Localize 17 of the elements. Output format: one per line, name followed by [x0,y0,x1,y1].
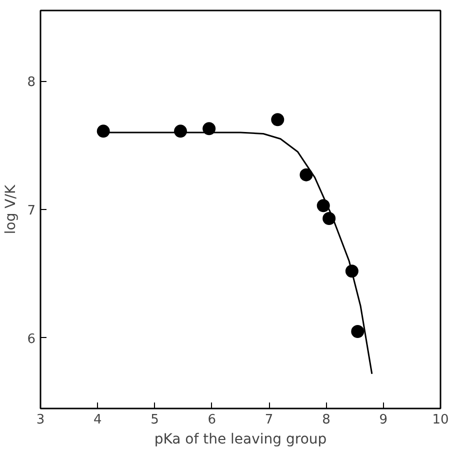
x-tick-label: 4 [94,412,102,428]
point [300,168,313,182]
y-tick-label: 7 [27,204,36,218]
point [96,124,110,138]
point [351,324,364,338]
y-tick-label: 6 [27,332,36,347]
x-axis-title: pKa of the leaving group [154,432,327,448]
x-tick-label: 8 [322,412,330,428]
x-tick-label: 10 [432,412,449,428]
x-tick-label: 5 [150,412,159,428]
x-tick-label: 3 [36,412,45,428]
y-tick-label: 8 [27,75,36,90]
x-tick-label: 9 [379,412,388,428]
point [271,113,284,126]
x-tick-label: 6 [208,412,216,428]
x-tick-label: 7 [264,412,274,428]
y-axis-title: log V/K [3,184,20,234]
